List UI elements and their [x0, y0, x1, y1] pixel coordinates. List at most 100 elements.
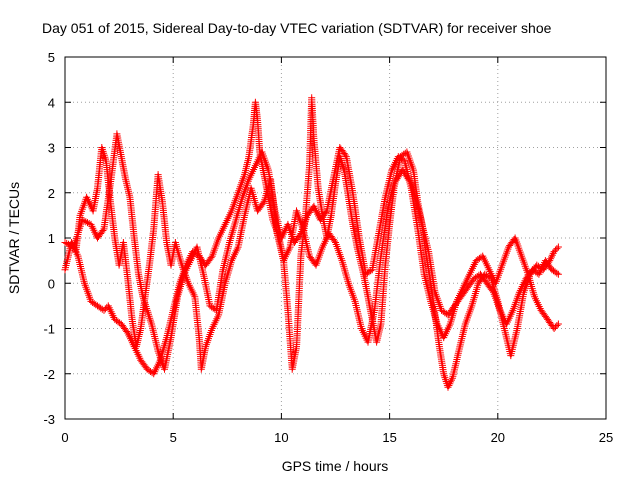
data-point: [429, 300, 432, 303]
y-tick-label: 0: [48, 276, 55, 291]
data-point: [146, 368, 148, 371]
data-point: [217, 314, 220, 316]
data-point: [64, 241, 66, 244]
data-point: [326, 210, 328, 212]
data-points: [61, 94, 562, 391]
data-point: [224, 223, 226, 226]
data-point: [120, 323, 123, 325]
data-point: [442, 336, 445, 339]
data-point: [525, 277, 527, 280]
data-point: [538, 273, 540, 276]
data-point: [553, 327, 555, 330]
data-point: [79, 214, 81, 217]
data-point: [475, 259, 478, 262]
data-point: [287, 309, 289, 312]
data-point: [254, 101, 257, 104]
data-point: [397, 155, 400, 158]
data-point: [237, 246, 239, 248]
data-point: [557, 273, 560, 276]
x-tick-label: 10: [274, 430, 288, 445]
y-tick-label: 1: [48, 231, 55, 246]
data-point: [540, 309, 542, 312]
data-point: [386, 210, 389, 212]
data-point: [211, 255, 213, 257]
y-axis-label: SDTVAR / TECUs: [6, 182, 22, 294]
data-point: [548, 259, 551, 262]
data-point: [488, 268, 490, 271]
data-point: [124, 178, 127, 180]
y-tick-label: 2: [48, 186, 55, 201]
data-point: [148, 264, 151, 266]
data-point: [484, 273, 486, 276]
data-point: [447, 314, 449, 316]
data-point: [131, 318, 133, 321]
data-point: [384, 264, 387, 266]
data-point: [388, 223, 391, 226]
data-point: [137, 273, 140, 276]
data-point: [332, 178, 335, 180]
data-point: [209, 305, 211, 307]
data-point: [347, 282, 350, 285]
data-point: [252, 124, 255, 126]
data-point: [152, 373, 155, 375]
data-point: [384, 196, 387, 199]
x-tick-label: 5: [170, 430, 177, 445]
data-point: [313, 205, 315, 208]
data-point: [473, 277, 475, 280]
data-point: [458, 350, 460, 352]
series-track-B: [61, 130, 562, 373]
data-point: [135, 345, 138, 348]
data-point: [189, 259, 192, 262]
data-point: [406, 151, 408, 153]
data-point: [114, 318, 116, 321]
data-point: [237, 192, 239, 194]
data-point: [109, 201, 112, 203]
data-point: [531, 268, 534, 271]
data-point: [442, 373, 445, 375]
data-point: [492, 291, 495, 294]
data-point: [228, 241, 231, 244]
data-point: [321, 246, 324, 248]
data-point: [557, 323, 560, 325]
data-point: [352, 192, 354, 194]
data-point: [114, 237, 116, 239]
chart-title: Day 051 of 2015, Sidereal Day-to-day VTE…: [42, 20, 552, 36]
data-point: [375, 341, 378, 343]
data-point: [116, 133, 118, 135]
data-point: [204, 264, 207, 266]
y-tick-label: 5: [48, 50, 55, 65]
data-point: [107, 305, 110, 307]
data-point: [345, 155, 348, 158]
data-point: [481, 255, 484, 257]
data-point: [105, 160, 107, 162]
y-tick-label: 4: [48, 95, 55, 110]
data-point: [477, 282, 480, 285]
data-point: [486, 282, 488, 285]
data-point: [176, 296, 179, 298]
data-point: [354, 300, 356, 303]
data-point: [553, 250, 555, 253]
data-point: [127, 332, 129, 334]
y-tick-label: -3: [43, 412, 55, 427]
data-point: [317, 187, 320, 189]
data-point: [295, 210, 298, 212]
data-point: [419, 214, 421, 217]
data-point: [267, 169, 270, 171]
data-point: [393, 182, 395, 185]
data-point: [412, 169, 415, 171]
data-point: [518, 291, 521, 294]
data-point: [64, 268, 66, 271]
data-point: [440, 309, 443, 312]
data-point: [438, 345, 441, 348]
data-point: [510, 354, 512, 357]
data-point: [269, 178, 272, 180]
data-point: [85, 196, 88, 199]
data-point: [505, 323, 508, 325]
data-point: [127, 277, 129, 280]
data-point: [157, 173, 159, 176]
data-point: [310, 96, 313, 99]
data-point: [401, 169, 404, 171]
data-point: [533, 296, 536, 298]
data-point: [204, 345, 207, 348]
